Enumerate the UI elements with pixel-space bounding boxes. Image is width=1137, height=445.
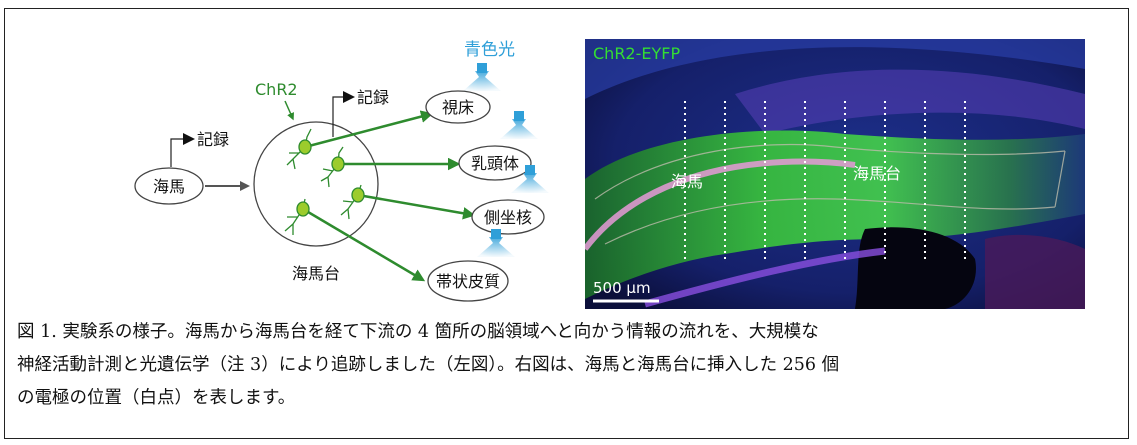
figure-caption: 図 1. 実験系の様子。海馬から海馬台を経て下流の 4 箇所の脳領域へと向かう情… [17, 316, 1122, 415]
hippocampus-region-label: 海馬 [671, 172, 703, 191]
target-label-thalamus: 視床 [442, 98, 474, 117]
electrode-positions [684, 101, 966, 261]
caption-line-1: 図 1. 実験系の様子。海馬から海馬台を経て下流の 4 箇所の脳領域へと向かう情… [17, 322, 819, 342]
caption-line-2: 神経活動計測と光遺伝学（注 3）により追跡しました（左図）。右図は、海馬と海馬台… [17, 355, 840, 375]
record-electrode-1 [170, 138, 185, 167]
record-label-1: 記録 [197, 130, 229, 149]
circuit-schematic: 海馬 記録 海馬台 記録 ChR2 [134, 40, 549, 302]
target-cingulate: 帯状皮質 [427, 229, 515, 302]
neuron-4 [284, 198, 310, 235]
target-thalamus: 視床 [425, 63, 501, 124]
target-label-mammillary: 乳頭体 [471, 154, 519, 173]
target-mammillary: 乳頭体 [458, 111, 538, 181]
hippocampus-subiculum-outline [594, 143, 1066, 245]
record-electrode-2 [332, 96, 345, 137]
target-label-accumbens: 側坐核 [484, 208, 532, 227]
subiculum-circle [253, 121, 379, 247]
neuron-3 [340, 184, 365, 220]
projection-to-accumbens [357, 193, 476, 220]
chr2-pointer [284, 100, 294, 121]
hippocampus-label: 海馬 [153, 177, 185, 196]
hippocampus-node [134, 167, 204, 205]
caption-line-3: の電極の位置（白点）を表します。 [17, 388, 296, 408]
chr2-label: ChR2 [255, 80, 298, 99]
scale-bar-label: 500 µm [593, 279, 651, 297]
histology-image: ChR2-EYFP 海馬 海馬台 500 µm [585, 39, 1085, 309]
record-label-2: 記録 [357, 88, 389, 107]
neuron-2 [320, 146, 345, 188]
figure-frame: 海馬 記録 海馬台 記録 ChR2 [4, 8, 1129, 439]
subiculum-region-label: 海馬台 [853, 164, 901, 183]
blue-light-label: 青色光 [464, 40, 515, 60]
subiculum-label: 海馬台 [292, 264, 340, 283]
neuron-1 [286, 128, 312, 170]
projection-to-thalamus [304, 110, 434, 149]
projection-to-cingulate [302, 207, 426, 282]
target-label-cingulate: 帯状皮質 [436, 272, 500, 291]
stain-label: ChR2-EYFP [593, 44, 680, 63]
target-accumbens: 側坐核 [471, 165, 549, 235]
